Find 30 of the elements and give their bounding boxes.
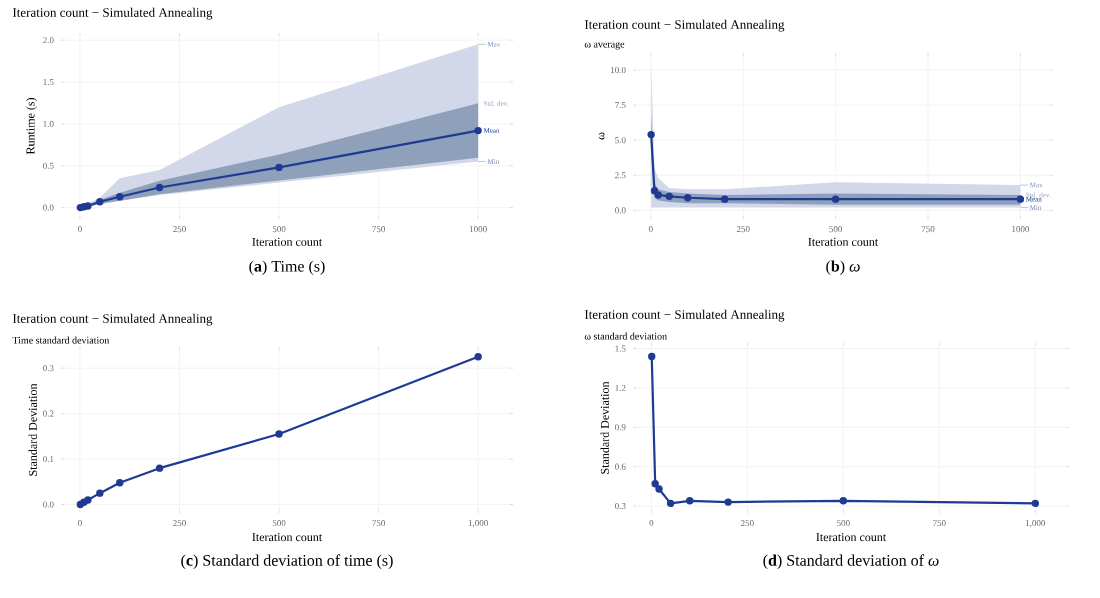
point bbox=[1016, 195, 1025, 203]
point bbox=[721, 195, 729, 203]
point bbox=[647, 130, 655, 139]
text: (a) Time (s) bbox=[249, 260, 325, 275]
point bbox=[724, 498, 732, 506]
point bbox=[650, 187, 659, 195]
text: (d) Standard deviation of ω bbox=[763, 554, 939, 570]
point bbox=[655, 485, 663, 493]
point bbox=[665, 192, 673, 201]
point bbox=[96, 489, 104, 497]
point bbox=[474, 353, 482, 361]
point bbox=[648, 352, 656, 361]
point bbox=[686, 497, 694, 505]
point bbox=[1031, 499, 1039, 508]
point bbox=[116, 193, 124, 201]
point bbox=[275, 430, 283, 438]
point bbox=[96, 198, 104, 206]
point bbox=[651, 480, 659, 488]
point bbox=[155, 464, 164, 472]
point bbox=[839, 497, 848, 505]
point bbox=[275, 163, 283, 172]
text: (c) Standard deviation of time (s) bbox=[181, 554, 393, 570]
point bbox=[116, 479, 124, 487]
point bbox=[474, 126, 482, 135]
point bbox=[831, 195, 840, 203]
point bbox=[684, 194, 692, 202]
point bbox=[666, 499, 675, 508]
text: (b) ω bbox=[826, 260, 860, 275]
point bbox=[155, 183, 164, 192]
point bbox=[654, 191, 662, 199]
